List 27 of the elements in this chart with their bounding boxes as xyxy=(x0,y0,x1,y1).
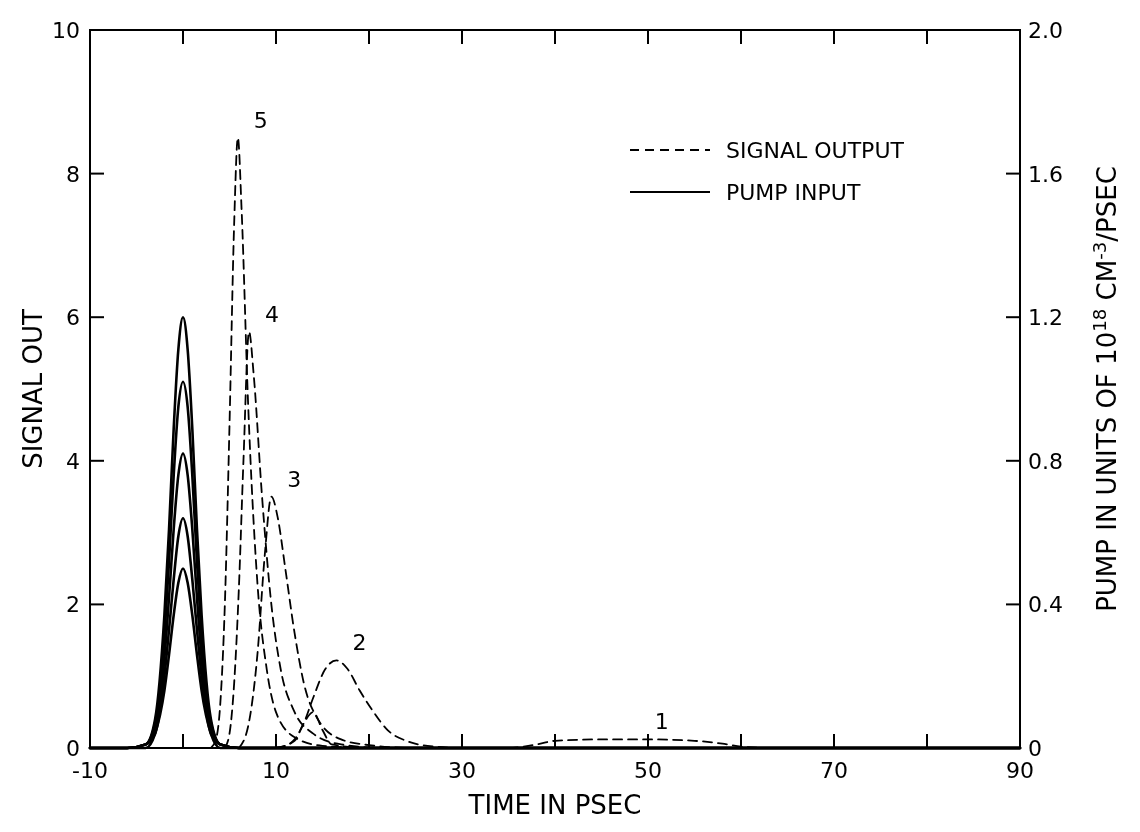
y-tick-label: 2 xyxy=(66,592,80,618)
y2-tick-label: 2.0 xyxy=(1028,18,1063,43)
x-tick-label: 90 xyxy=(1006,758,1034,783)
y2-tick-label: 1.6 xyxy=(1028,161,1063,187)
y-tick-label: 10 xyxy=(52,18,80,43)
annotation: 1 xyxy=(654,709,669,735)
x-tick-label: -10 xyxy=(72,758,108,783)
annotation: 5 xyxy=(253,107,268,133)
y2-tick-label: 1.2 xyxy=(1028,305,1063,331)
legend-label: SIGNAL OUTPUT xyxy=(726,138,905,163)
x-tick-label: 30 xyxy=(448,758,476,783)
x-axis-title: TIME IN PSEC xyxy=(467,790,642,820)
annotation: 3 xyxy=(287,466,302,492)
y-tick-label: 8 xyxy=(66,161,80,187)
x-tick-label: 10 xyxy=(262,758,290,783)
x-tick-label: 70 xyxy=(820,758,848,783)
y2-tick-label: 0 xyxy=(1028,736,1042,761)
y-axis-title: SIGNAL OUT xyxy=(18,309,48,469)
annotation: 4 xyxy=(265,301,280,327)
y-tick-label: 0 xyxy=(66,736,80,761)
legend-label: PUMP INPUT xyxy=(726,180,861,205)
y2-tick-label: 0.8 xyxy=(1028,448,1063,474)
y2-tick-label: 0.4 xyxy=(1028,592,1063,618)
annotation: 2 xyxy=(352,630,367,656)
y-tick-label: 4 xyxy=(66,448,80,474)
x-tick-label: 50 xyxy=(634,758,662,783)
y-tick-label: 6 xyxy=(66,305,80,331)
